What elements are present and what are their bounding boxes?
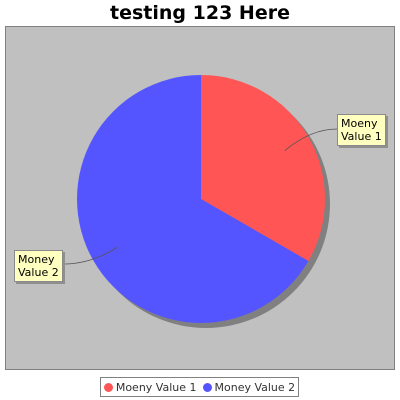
slice-label-line: Money bbox=[18, 253, 55, 266]
pie-slice-layer bbox=[77, 75, 325, 323]
legend-label: Moeny Value 1 bbox=[115, 380, 197, 394]
leader-line bbox=[284, 128, 338, 151]
slice-label-line: Moeny bbox=[341, 117, 378, 130]
slice-label-line: Value 2 bbox=[18, 266, 59, 279]
legend-swatch-icon bbox=[103, 382, 113, 392]
legend-item: Money Value 2 bbox=[202, 380, 296, 394]
slice-label-moeny-value-1: Moeny Value 1 bbox=[337, 114, 386, 146]
leader-line-layer bbox=[63, 128, 338, 265]
legend-item: Moeny Value 1 bbox=[103, 380, 197, 394]
slice-label-money-value-2: Money Value 2 bbox=[14, 250, 63, 282]
pie-chart bbox=[6, 27, 394, 369]
slice-label-line: Value 1 bbox=[341, 130, 382, 143]
pie-slice-money-value-2 bbox=[77, 75, 309, 323]
legend-swatch-icon bbox=[202, 382, 212, 392]
pie-slice-moeny-value-1 bbox=[201, 75, 325, 261]
plot-area: Moeny Value 1 Money Value 2 bbox=[5, 26, 395, 370]
legend-label: Money Value 2 bbox=[214, 380, 296, 394]
chart-title: testing 123 Here bbox=[110, 2, 290, 24]
leader-line bbox=[63, 247, 118, 265]
legend: Moeny Value 1 Money Value 2 bbox=[100, 377, 299, 397]
